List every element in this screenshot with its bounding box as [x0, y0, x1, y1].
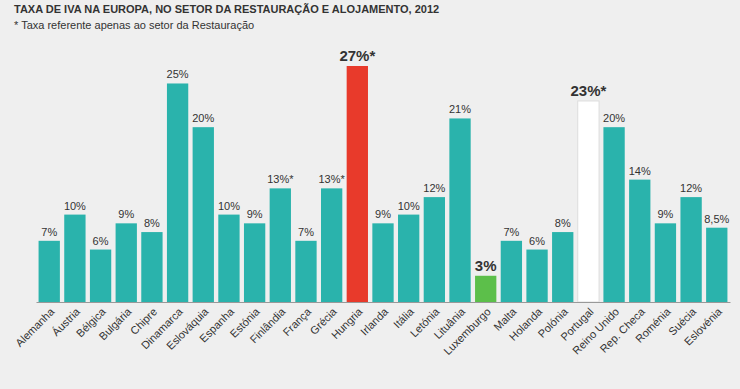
title: TAXA DE IVA NA EUROPA, NO SETOR DA RESTA…	[14, 3, 439, 15]
data-label: 7%	[298, 226, 314, 238]
bar	[193, 127, 214, 302]
data-labels: 7% 10% 6% 9% 8% 25% 20% 10% 9% 13%* 7% 13%* 27%* 9% 10…	[41, 47, 729, 274]
data-label: 9%	[657, 208, 673, 220]
subtitle: * Taxa referente apenas ao setor da Rest…	[14, 19, 254, 31]
tick-label: Eslovénia	[682, 305, 725, 348]
tick: Roménia	[633, 302, 673, 345]
bar	[424, 197, 445, 302]
tick: França	[280, 302, 313, 338]
tick-label: Finlândia	[247, 305, 288, 346]
bar	[141, 232, 162, 302]
bar	[603, 127, 624, 302]
data-label: 6%	[93, 235, 109, 247]
bars	[39, 66, 728, 302]
tick-label: Holanda	[507, 305, 545, 343]
chart: TAXA DE IVA NA EUROPA, NO SETOR DA RESTA…	[0, 0, 740, 389]
tick-label: Hungria	[329, 305, 365, 341]
bar	[244, 223, 265, 302]
bar	[39, 241, 60, 302]
tick-label: Bulgária	[96, 305, 134, 343]
data-label: 27%*	[339, 47, 375, 64]
bar	[680, 197, 701, 302]
data-label: 9%	[118, 208, 134, 220]
bar	[167, 83, 188, 302]
tick: Hungria	[329, 302, 365, 341]
bar	[398, 215, 419, 302]
bar	[706, 228, 727, 302]
bar	[270, 188, 291, 302]
data-label: 14%	[629, 165, 651, 177]
data-label: 10%	[64, 200, 86, 212]
data-label: 13%*	[319, 173, 346, 185]
data-label: 13%*	[267, 173, 294, 185]
data-label: 9%	[375, 208, 391, 220]
tick-label: Espanha	[197, 305, 237, 345]
tick: Holanda	[507, 302, 545, 343]
bar	[295, 241, 316, 302]
data-label: 6%	[529, 235, 545, 247]
tick: Alemanha	[13, 302, 57, 349]
data-label: 3%	[475, 257, 497, 274]
data-label: 10%	[398, 200, 420, 212]
data-label: 23%*	[570, 82, 606, 99]
bar	[526, 250, 547, 302]
bar	[655, 223, 676, 302]
bar	[475, 276, 496, 302]
bar	[218, 215, 239, 302]
tick: Luxemburgo	[441, 302, 493, 357]
data-label: 21%	[449, 103, 471, 115]
data-label: 20%	[192, 112, 214, 124]
bar	[64, 215, 85, 302]
x-axis: AlemanhaÁustriaBélgicaBulgáriaChipreDina…	[13, 302, 731, 357]
bar	[372, 223, 393, 302]
data-label: 12%	[680, 182, 702, 194]
bar	[501, 241, 522, 302]
tick-label: Roménia	[633, 305, 673, 345]
data-label: 7%	[41, 226, 57, 238]
tick-label: Luxemburgo	[441, 305, 493, 357]
bar	[116, 223, 137, 302]
tick-label: Alemanha	[13, 305, 57, 349]
bar	[90, 250, 111, 302]
data-label: 8,5%	[704, 213, 729, 225]
data-label: 8%	[555, 217, 571, 229]
tick-label: França	[280, 305, 313, 338]
bar	[629, 180, 650, 302]
data-label: 7%	[503, 226, 519, 238]
data-label: 25%	[167, 68, 189, 80]
bar	[449, 118, 470, 302]
tick: Eslovénia	[682, 302, 725, 348]
bar	[347, 66, 368, 302]
data-label: 8%	[144, 217, 160, 229]
axis-line	[37, 302, 731, 303]
bar	[321, 188, 342, 302]
tick: Bulgária	[96, 302, 134, 342]
tick: Irlanda	[358, 302, 391, 338]
data-label: 10%	[218, 200, 240, 212]
data-label: 12%	[423, 182, 445, 194]
tick: Finlândia	[247, 302, 288, 345]
tick: Espanha	[197, 302, 237, 345]
data-label: 9%	[247, 208, 263, 220]
data-label: 20%	[603, 112, 625, 124]
tick-label: Irlanda	[358, 305, 391, 338]
bar	[578, 101, 599, 302]
bar	[552, 232, 573, 302]
